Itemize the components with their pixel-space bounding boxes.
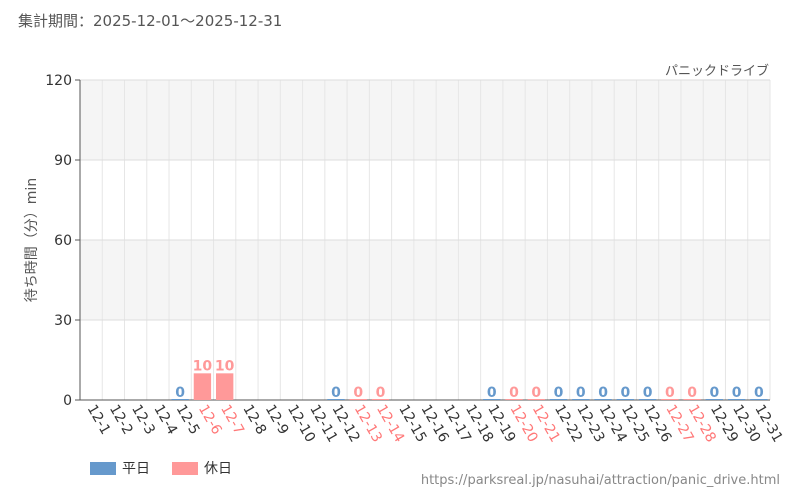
- y-tick-label: 0: [63, 393, 72, 409]
- data-label: 10: [193, 358, 213, 374]
- bar: [349, 399, 367, 400]
- bar: [616, 399, 635, 400]
- data-label: 0: [732, 385, 742, 401]
- bar: [705, 399, 724, 400]
- legend: 平日 休日: [90, 458, 254, 478]
- data-label: 0: [709, 385, 719, 401]
- bar: [661, 399, 679, 400]
- data-label: 0: [487, 385, 497, 401]
- data-label: 10: [215, 358, 235, 374]
- bar: [594, 399, 612, 400]
- plot-band: [80, 160, 770, 240]
- bar: [171, 399, 189, 400]
- data-label: 0: [665, 385, 675, 401]
- data-label: 0: [687, 385, 697, 401]
- legend-weekday[interactable]: 平日: [90, 458, 150, 478]
- bar: [549, 399, 568, 400]
- y-tick-label: 60: [54, 233, 72, 249]
- data-label: 0: [353, 385, 363, 401]
- source-url[interactable]: https://parksreal.jp/nasuhai/attraction/…: [420, 473, 780, 488]
- data-label: 0: [376, 385, 386, 401]
- legend-weekday-label: 平日: [122, 461, 150, 477]
- y-tick-label: 30: [54, 313, 72, 329]
- bar: [572, 399, 590, 400]
- legend-weekday-swatch: [90, 461, 116, 475]
- bar: [215, 373, 234, 400]
- bar: [683, 399, 701, 400]
- data-label: 0: [643, 385, 653, 401]
- bar: [193, 373, 212, 400]
- bar: [527, 399, 545, 400]
- plot-band: [80, 80, 770, 160]
- bar: [505, 399, 523, 400]
- data-label: 0: [598, 385, 608, 401]
- bar: [371, 399, 390, 400]
- data-label: 0: [509, 385, 519, 401]
- data-label: 0: [576, 385, 586, 401]
- data-label: 0: [175, 385, 185, 401]
- plot-band: [80, 240, 770, 320]
- bar: [638, 399, 657, 400]
- bar: [727, 399, 746, 400]
- data-label: 0: [531, 385, 541, 401]
- attraction-name: パニックドライブ: [664, 64, 769, 79]
- y-tick-label: 120: [45, 73, 72, 89]
- legend-holiday-swatch: [172, 461, 198, 475]
- legend-holiday-label: 休日: [204, 461, 232, 477]
- data-label: 0: [554, 385, 564, 401]
- bar: [327, 399, 345, 400]
- y-tick-label: 90: [54, 153, 72, 169]
- bar: [750, 399, 768, 400]
- period-label: 集計期間：2025-12-01～2025-12-31: [18, 12, 283, 30]
- y-axis-label: 待ち時間（分）min: [24, 178, 40, 302]
- data-label: 0: [331, 385, 341, 401]
- data-label: 0: [754, 385, 764, 401]
- data-label: 0: [620, 385, 630, 401]
- legend-holiday[interactable]: 休日: [172, 458, 232, 478]
- bar: [483, 399, 501, 400]
